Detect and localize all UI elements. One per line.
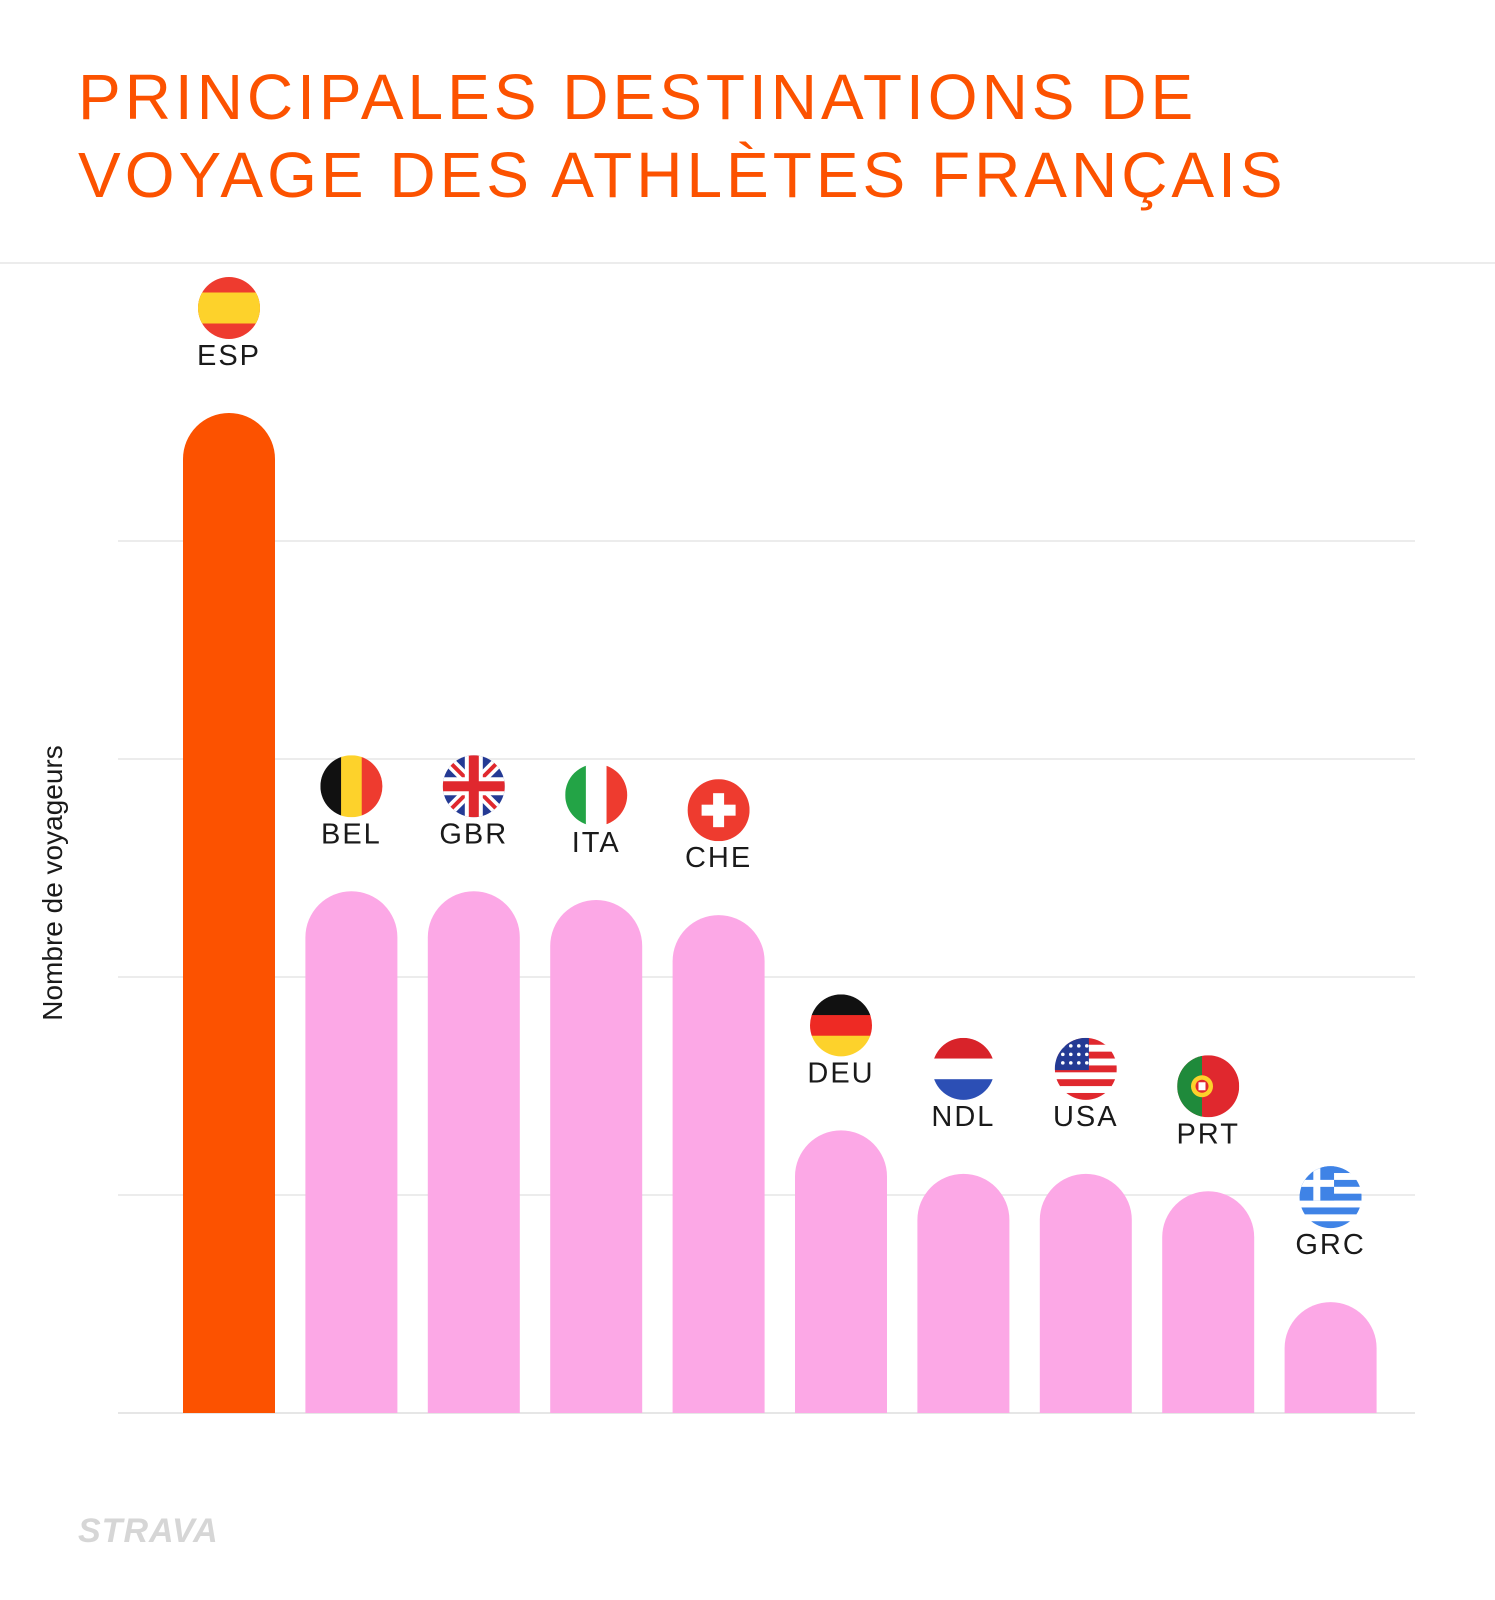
portugal-flag-icon (1177, 1055, 1240, 1118)
flag-icons (198, 277, 1362, 1229)
bar-usa (1039, 1173, 1132, 1413)
bar-prt (1162, 1191, 1255, 1413)
category-label-prt: PRT (1176, 1118, 1239, 1150)
greece-flag-icon (1299, 1166, 1362, 1229)
switzerland-flag-icon (687, 779, 750, 842)
category-label-usa: USA (1053, 1101, 1119, 1133)
italy-flag-icon (565, 763, 628, 826)
bar-che (672, 915, 765, 1413)
category-label-che: CHE (685, 842, 752, 874)
category-label-gbr: GBR (439, 818, 508, 850)
germany-flag-icon (810, 994, 872, 1057)
category-label-esp: ESP (197, 340, 261, 372)
belgium-flag-icon (320, 755, 383, 818)
bar-esp (183, 413, 275, 1413)
category-label-grc: GRC (1295, 1229, 1365, 1261)
spain-flag-icon (198, 277, 260, 339)
bar-deu (795, 1130, 888, 1413)
bars (183, 413, 1377, 1413)
category-label-bel: BEL (321, 818, 382, 850)
chart-title: PRINCIPALES DESTINATIONS DE VOYAGE DES A… (78, 58, 1408, 214)
category-labels: ESP BEL GBR ITA CHE DEU NDL USA PRT GRC (197, 340, 1365, 1261)
category-label-ita: ITA (572, 827, 621, 859)
chart-title-line-2: VOYAGE DES ATHLÈTES FRANÇAIS (78, 139, 1287, 211)
united-kingdom-flag-icon (442, 755, 505, 818)
header-divider (0, 262, 1495, 264)
category-label-ndl: NDL (931, 1101, 995, 1133)
usa-flag-icon (1054, 1037, 1117, 1100)
bar-grc (1284, 1302, 1377, 1413)
bar-ndl (917, 1173, 1010, 1413)
bar-ita (550, 899, 643, 1413)
bar-gbr (427, 891, 520, 1413)
strava-logo: STRAVA (78, 1512, 219, 1550)
chart-title-line-1: PRINCIPALES DESTINATIONS DE (78, 61, 1198, 133)
category-label-deu: DEU (807, 1057, 874, 1089)
netherlands-flag-icon (932, 1037, 995, 1100)
bar-bel (305, 891, 398, 1413)
